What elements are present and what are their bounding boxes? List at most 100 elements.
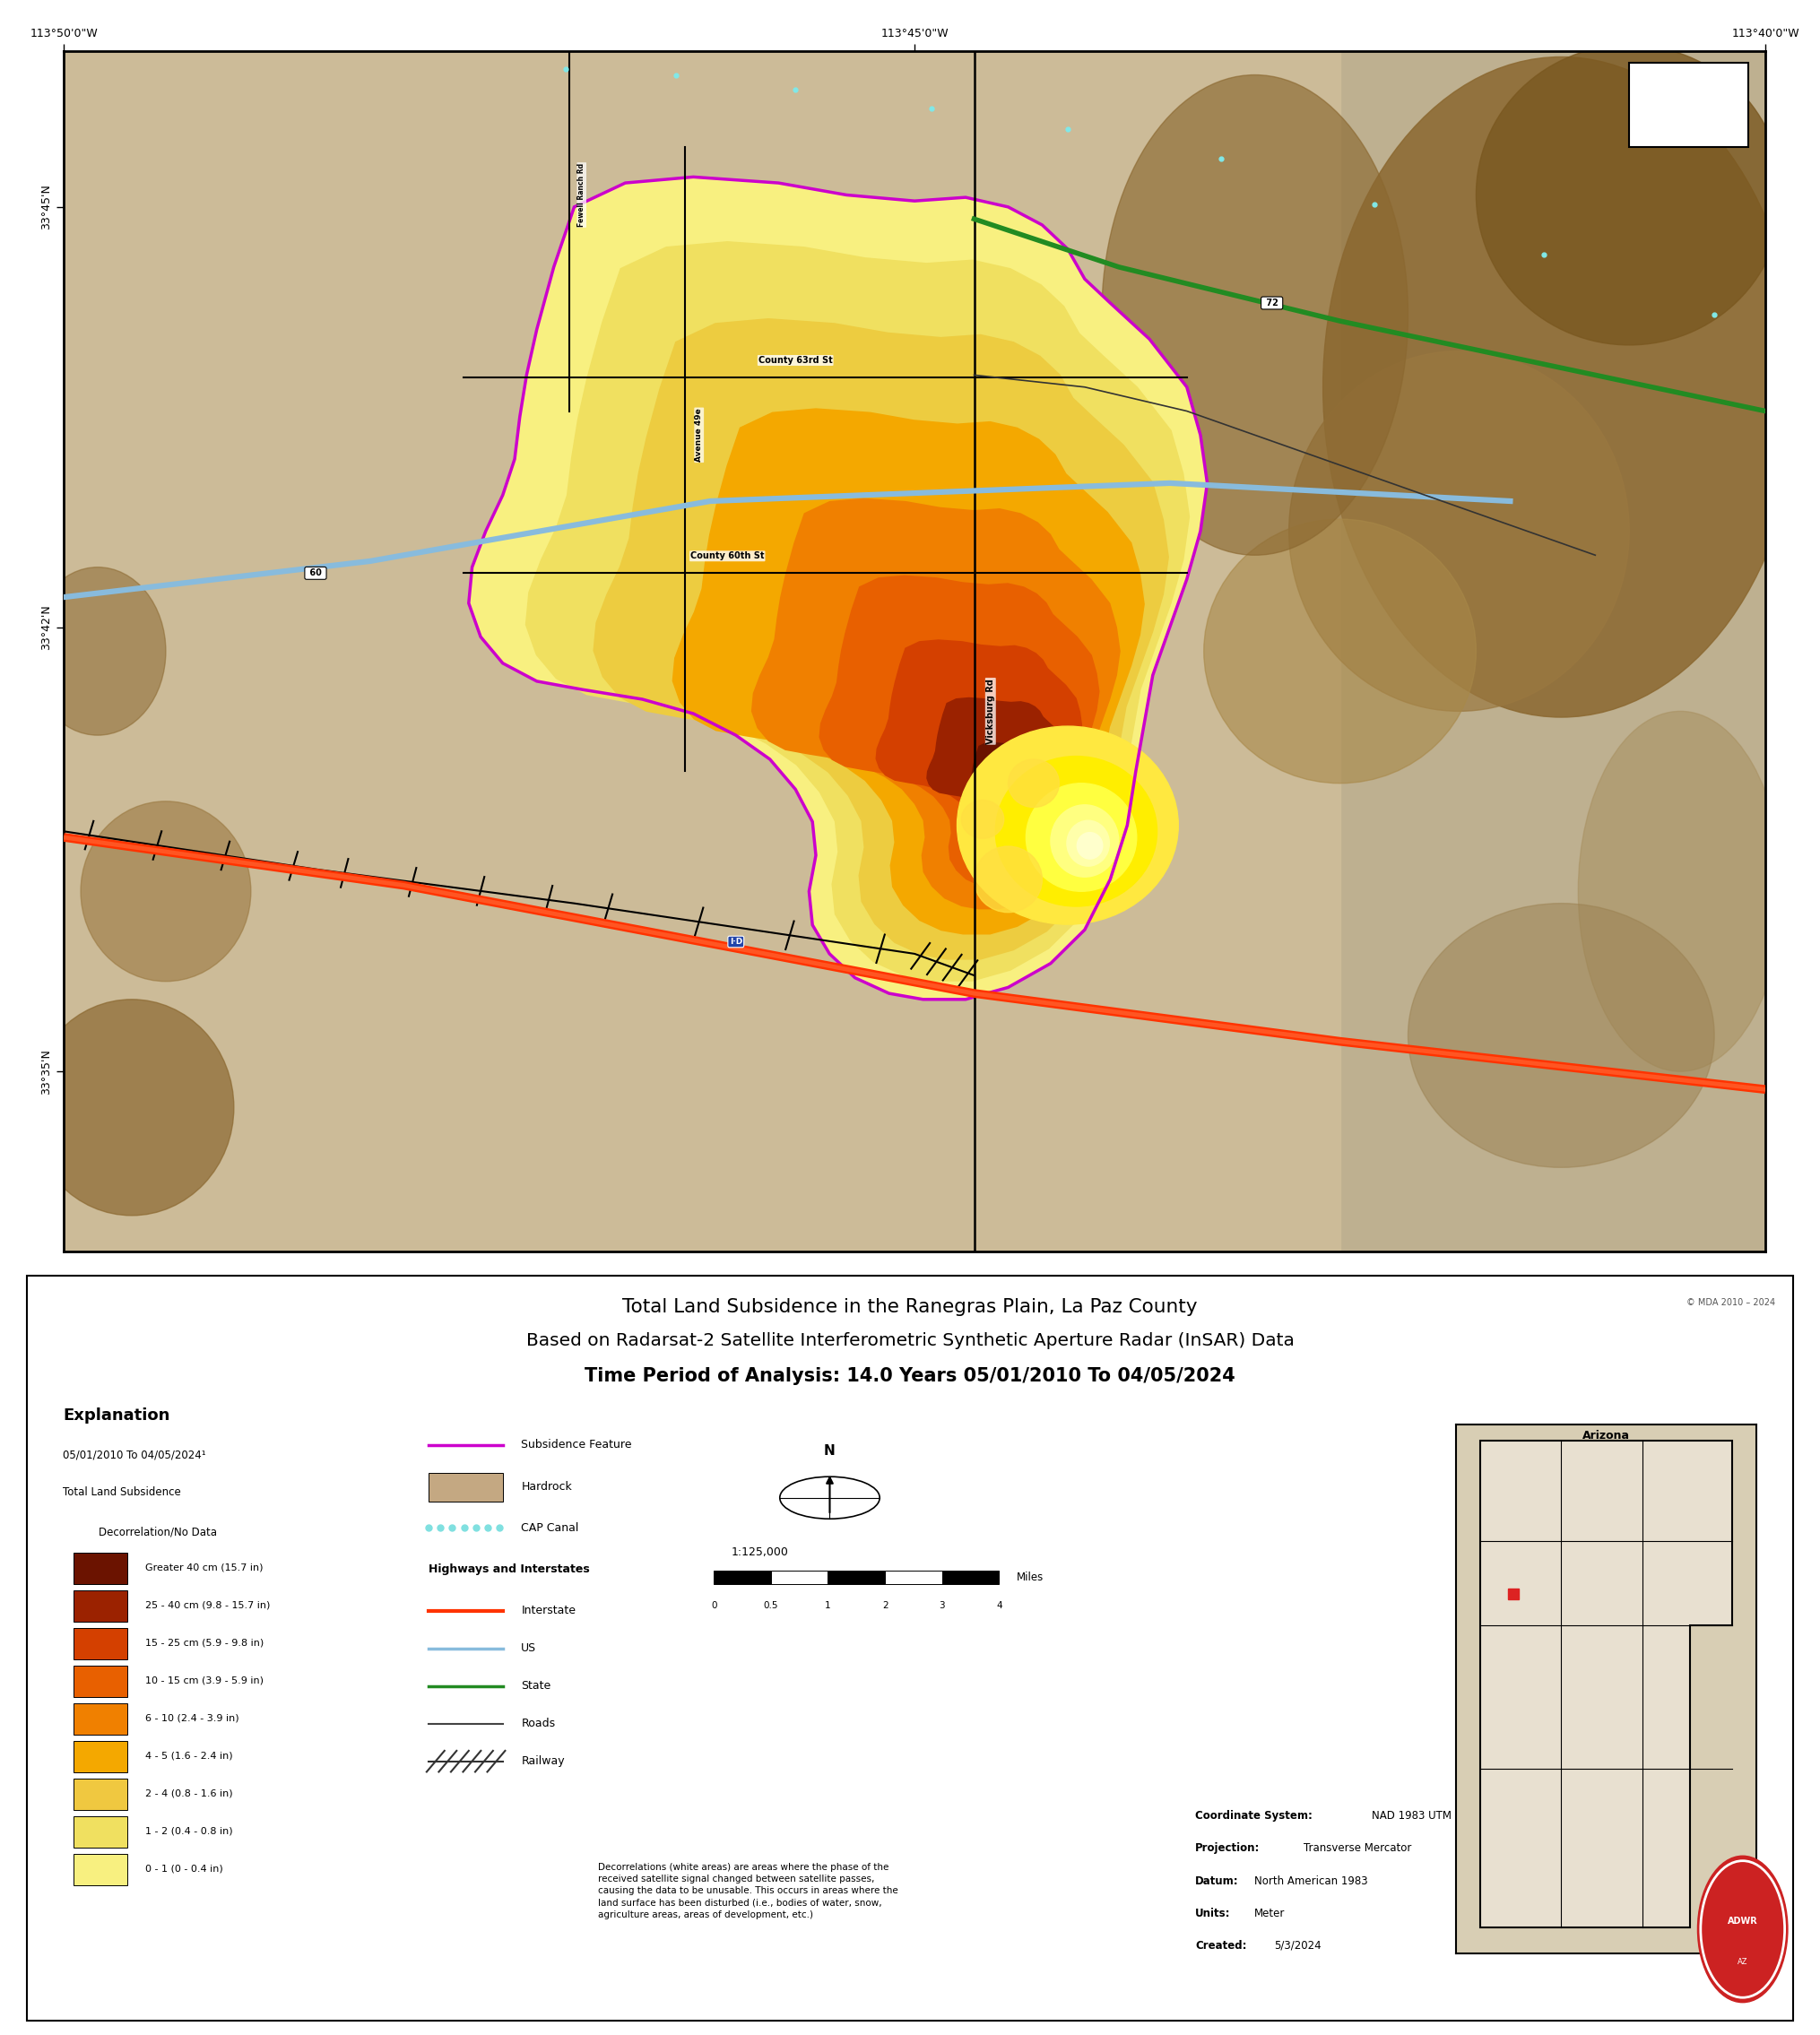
Text: 1 - 2 (0.4 - 0.8 in): 1 - 2 (0.4 - 0.8 in)	[146, 1827, 233, 1836]
Text: 15 - 25 cm (5.9 - 9.8 in): 15 - 25 cm (5.9 - 9.8 in)	[146, 1638, 264, 1648]
Ellipse shape	[1289, 350, 1629, 710]
Text: Highways and Interstates: Highways and Interstates	[428, 1563, 590, 1575]
Ellipse shape	[1050, 806, 1119, 877]
Polygon shape	[593, 317, 1168, 961]
Text: 72: 72	[1263, 299, 1281, 307]
Bar	[64, 51, 1340, 1252]
Polygon shape	[926, 698, 1067, 853]
Text: Time Period of Analysis: 14.0 Years 05/01/2010 To 04/05/2024: Time Period of Analysis: 14.0 Years 05/0…	[584, 1368, 1236, 1386]
Text: NAD 1983 UTM Zone 12N: NAD 1983 UTM Zone 12N	[1372, 1811, 1507, 1821]
Polygon shape	[875, 639, 1083, 869]
Ellipse shape	[1026, 783, 1138, 891]
Text: 05/01/2010 To 04/05/2024¹: 05/01/2010 To 04/05/2024¹	[62, 1449, 206, 1461]
Text: 1:125,000: 1:125,000	[732, 1547, 788, 1559]
Text: Based on Radarsat-2 Satellite Interferometric Synthetic Aperture Radar (InSAR) D: Based on Radarsat-2 Satellite Interferom…	[526, 1333, 1294, 1349]
Ellipse shape	[80, 802, 251, 981]
Text: Meter: Meter	[1254, 1907, 1285, 1919]
Bar	[73, 1742, 127, 1772]
Polygon shape	[672, 409, 1145, 934]
Text: 60: 60	[306, 568, 324, 578]
Text: Railway: Railway	[521, 1756, 564, 1766]
Bar	[428, 1473, 504, 1502]
Text: Fewell Ranch Rd: Fewell Ranch Rd	[577, 163, 586, 226]
Text: 6 - 10 (2.4 - 3.9 in): 6 - 10 (2.4 - 3.9 in)	[146, 1713, 238, 1724]
Text: Greater 40 cm (15.7 in): Greater 40 cm (15.7 in)	[146, 1563, 262, 1573]
Text: 0: 0	[712, 1602, 717, 1610]
Ellipse shape	[1101, 75, 1409, 556]
Polygon shape	[819, 576, 1099, 887]
Text: Projection:: Projection:	[1196, 1842, 1259, 1854]
Text: Miles: Miles	[1017, 1571, 1045, 1583]
Text: I·D: I·D	[730, 938, 743, 946]
Bar	[73, 1854, 127, 1886]
Text: Total Land Subsidence in the Ranegras Plain, La Paz County: Total Land Subsidence in the Ranegras Pl…	[622, 1298, 1198, 1317]
Text: Explanation: Explanation	[62, 1408, 169, 1424]
Text: Interstate: Interstate	[521, 1606, 575, 1616]
Bar	[1629, 63, 1749, 147]
Text: Datum:: Datum:	[1196, 1874, 1239, 1886]
Text: 2: 2	[883, 1602, 888, 1610]
Text: Decorrelations (white areas) are areas where the phase of the
received satellite: Decorrelations (white areas) are areas w…	[597, 1862, 897, 1919]
Polygon shape	[526, 242, 1190, 981]
Ellipse shape	[961, 800, 1005, 838]
Bar	[713, 1571, 772, 1585]
Text: 4: 4	[996, 1602, 1003, 1610]
Ellipse shape	[1067, 820, 1110, 867]
Bar	[73, 1553, 127, 1585]
Polygon shape	[966, 743, 1054, 840]
Bar	[943, 1571, 999, 1585]
Ellipse shape	[29, 999, 233, 1215]
Bar	[73, 1667, 127, 1697]
Ellipse shape	[996, 757, 1158, 906]
Bar	[828, 1571, 885, 1585]
Text: Subsidence Feature: Subsidence Feature	[521, 1439, 632, 1451]
Ellipse shape	[1578, 710, 1782, 1070]
Text: State: State	[521, 1681, 551, 1691]
Text: 4 - 5 (1.6 - 2.4 in): 4 - 5 (1.6 - 2.4 in)	[146, 1752, 233, 1760]
Text: County 63rd St: County 63rd St	[759, 356, 832, 364]
Ellipse shape	[1008, 759, 1059, 808]
Text: 2 - 4 (0.8 - 1.6 in): 2 - 4 (0.8 - 1.6 in)	[146, 1789, 233, 1799]
Text: 0.5: 0.5	[763, 1602, 779, 1610]
Bar	[73, 1779, 127, 1811]
Text: N: N	[824, 1445, 835, 1457]
Text: Vicksburg Rd: Vicksburg Rd	[986, 678, 996, 745]
Text: Arizona: Arizona	[1582, 1431, 1631, 1441]
Ellipse shape	[1409, 904, 1714, 1168]
Ellipse shape	[957, 726, 1178, 924]
Text: Transverse Mercator: Transverse Mercator	[1303, 1842, 1411, 1854]
Text: 0 - 1 (0 - 0.4 in): 0 - 1 (0 - 0.4 in)	[146, 1864, 222, 1874]
Text: Avenue 49e: Avenue 49e	[695, 409, 703, 462]
Ellipse shape	[1203, 519, 1476, 783]
Ellipse shape	[1476, 45, 1782, 346]
Text: Total Land Subsidence: Total Land Subsidence	[62, 1486, 180, 1498]
Text: 3: 3	[939, 1602, 945, 1610]
Text: CAP Canal: CAP Canal	[521, 1522, 579, 1534]
Text: 5/3/2024: 5/3/2024	[1274, 1939, 1321, 1952]
Text: North American 1983: North American 1983	[1254, 1874, 1369, 1886]
Polygon shape	[752, 499, 1121, 910]
Text: © MDA 2010 – 2024: © MDA 2010 – 2024	[1685, 1298, 1774, 1306]
Circle shape	[1698, 1856, 1787, 2002]
Text: ADWR: ADWR	[1727, 1917, 1758, 1925]
Bar	[73, 1817, 127, 1848]
Text: Decorrelation/No Data: Decorrelation/No Data	[98, 1526, 217, 1538]
Text: Created:: Created:	[1196, 1939, 1247, 1952]
Text: Hardrock: Hardrock	[521, 1481, 571, 1492]
Bar	[73, 1591, 127, 1622]
Text: 25 - 40 cm (9.8 - 15.7 in): 25 - 40 cm (9.8 - 15.7 in)	[146, 1602, 269, 1610]
Ellipse shape	[974, 847, 1043, 912]
Ellipse shape	[1323, 57, 1800, 716]
Ellipse shape	[1077, 832, 1103, 859]
Text: Units:: Units:	[1196, 1907, 1230, 1919]
Polygon shape	[470, 177, 1207, 999]
Text: AZ: AZ	[1738, 1958, 1747, 1966]
Text: 1: 1	[824, 1602, 832, 1610]
Ellipse shape	[29, 568, 166, 735]
Bar	[73, 1628, 127, 1661]
Text: US: US	[521, 1642, 537, 1654]
Bar	[772, 1571, 828, 1585]
Text: Coordinate System:: Coordinate System:	[1196, 1811, 1312, 1821]
Text: 10 - 15 cm (3.9 - 5.9 in): 10 - 15 cm (3.9 - 5.9 in)	[146, 1677, 264, 1685]
Text: Roads: Roads	[521, 1718, 555, 1730]
